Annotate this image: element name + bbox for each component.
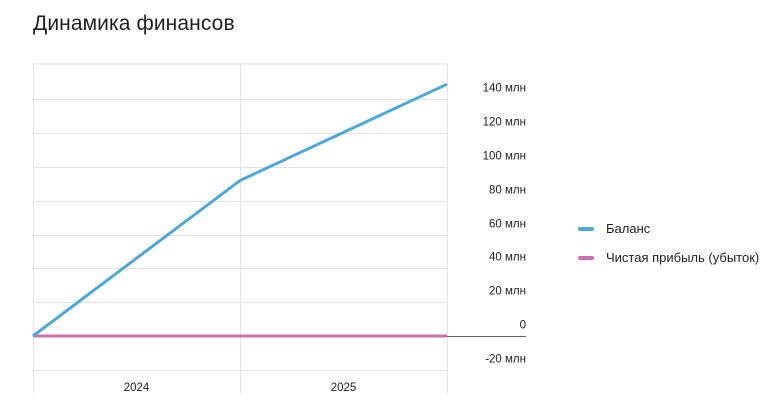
x-tick-label: 2024 (124, 382, 150, 394)
legend: Баланс Чистая прибыль (убыток) (578, 220, 759, 278)
x-tick-label: 2025 (331, 382, 357, 394)
y-tick-label: 100 млн (483, 151, 526, 163)
y-tick-label: 0 (520, 320, 526, 332)
series-lines (32, 82, 448, 338)
x-tick-labels: 2024 2025 (124, 382, 357, 394)
y-tick-label: 20 млн (489, 286, 526, 298)
legend-item-net-profit[interactable]: Чистая прибыль (убыток) (578, 249, 759, 266)
legend-label-net-profit: Чистая прибыль (убыток) (606, 250, 760, 265)
y-tick-label: 40 млн (489, 252, 526, 264)
y-tick-label: 60 млн (489, 219, 526, 231)
y-tick-labels: 140 млн 120 млн 100 млн 80 млн 60 млн 40 млн 2… (483, 83, 526, 366)
y-tick-label: 80 млн (489, 185, 526, 197)
y-tick-label: 140 млн (483, 83, 526, 95)
y-tick-label: 120 млн (483, 117, 526, 129)
legend-swatch-balance (578, 226, 594, 231)
chart-title: Динамика финансов (33, 12, 235, 35)
legend-label-balance: Баланс (606, 221, 651, 236)
vertical-gridlines (33, 64, 448, 394)
legend-swatch-net-profit (578, 255, 594, 260)
y-tick-label: -20 млн (485, 354, 526, 366)
legend-item-balance[interactable]: Баланс (578, 220, 759, 237)
series-line-balance (32, 82, 448, 338)
